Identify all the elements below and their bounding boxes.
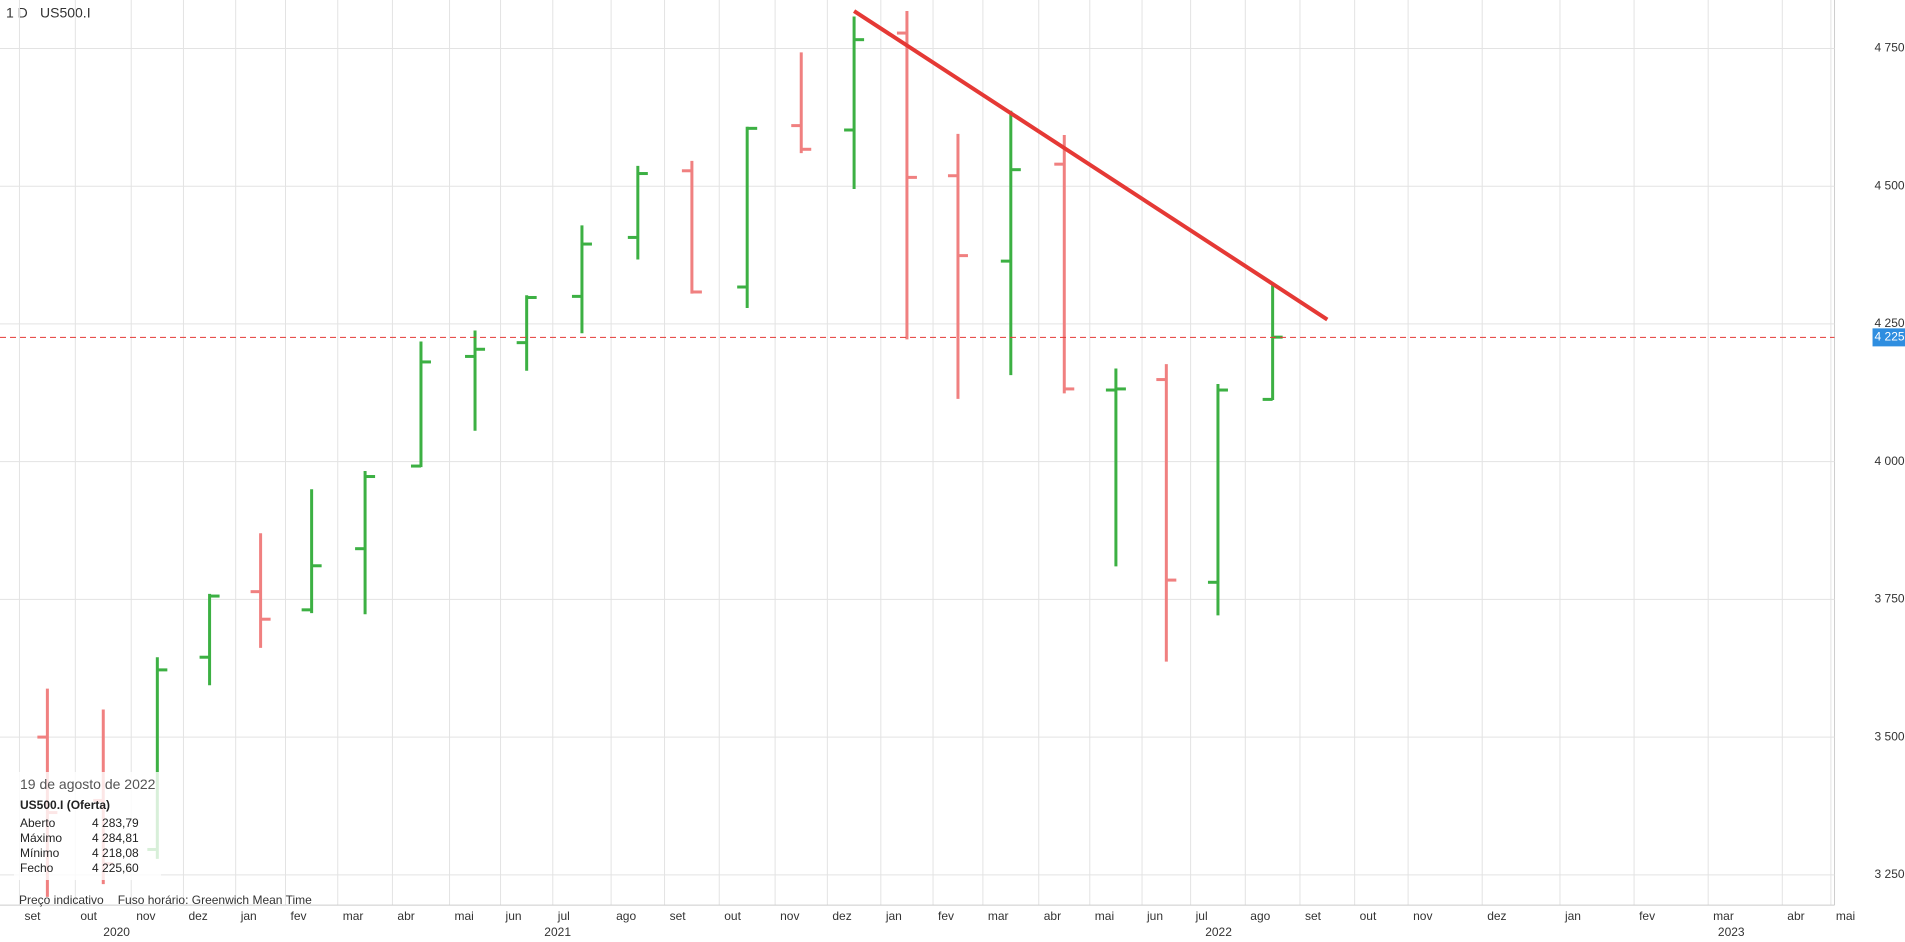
info-value: 4 283,79: [92, 816, 139, 830]
x-tick-label: mar: [988, 909, 1009, 923]
x-tick-label: set: [670, 909, 687, 923]
year-label: 2021: [544, 925, 571, 939]
info-value: 4 284,81: [92, 831, 139, 845]
x-tick-label: out: [724, 909, 741, 923]
x-tick-label: jun: [505, 909, 522, 923]
y-tick-label: 3 250,00: [1875, 867, 1905, 881]
last-price-box: [1872, 328, 1905, 347]
x-tick-label: set: [24, 909, 41, 923]
x-tick-label: mai: [455, 909, 474, 923]
info-label: Fecho: [20, 861, 54, 875]
info-value: 4 218,08: [92, 846, 139, 860]
last-price-label: 4 225,60: [1875, 330, 1905, 344]
x-tick-label: jan: [885, 909, 902, 923]
x-tick-label: jan: [1564, 909, 1581, 923]
x-tick-label: fev: [291, 909, 307, 923]
x-tick-label: abr: [397, 909, 414, 923]
x-tick-label: nov: [1413, 909, 1432, 923]
info-value: 4 225,60: [92, 861, 139, 875]
x-tick-label: jun: [1146, 909, 1163, 923]
x-tick-label: mar: [343, 909, 364, 923]
info-label: Máximo: [20, 831, 63, 845]
x-tick-label: mai: [1836, 909, 1855, 923]
footer-text: Preço indicativo: [19, 893, 104, 907]
x-tick-label: dez: [188, 909, 207, 923]
info-label: Aberto: [20, 816, 56, 830]
x-tick-label: out: [80, 909, 97, 923]
info-instrument: US500.I (Oferta): [20, 798, 111, 812]
x-tick-label: nov: [136, 909, 155, 923]
x-tick-label: set: [1305, 909, 1322, 923]
y-tick-label: 4 000,00: [1875, 454, 1905, 468]
info-row: Aberto 4 283,79: [20, 816, 139, 831]
info-date: 19 de agosto de 2022: [20, 776, 156, 792]
year-label: 2022: [1205, 925, 1232, 939]
x-tick-label: mai: [1095, 909, 1114, 923]
y-tick-label: 4 750,00: [1875, 41, 1905, 55]
info-row: Máximo 4 284,81: [20, 831, 139, 846]
y-tick-label: 4 500,00: [1875, 178, 1905, 192]
info-label: Mínimo: [20, 846, 60, 860]
x-tick-label: fev: [938, 909, 954, 923]
info-table: Aberto 4 283,79 Máximo 4 284,81 Mínimo 4 218,…: [20, 816, 139, 876]
year-label: 2020: [103, 925, 130, 939]
x-tick-label: fev: [1639, 909, 1655, 923]
footer-text: Fuso horário: Greenwich Mean Time: [117, 893, 312, 907]
info-panel: 19 de agosto de 2022 US500.I (Oferta) Ab…: [14, 772, 162, 880]
x-tick-label: out: [1360, 909, 1377, 923]
x-tick-label: mar: [1713, 909, 1734, 923]
x-tick-label: ago: [616, 909, 636, 923]
y-tick-label: 3 500,00: [1875, 729, 1905, 743]
x-tick-label: dez: [1487, 909, 1506, 923]
x-tick-label: nov: [780, 909, 799, 923]
interval: 1 D: [6, 5, 28, 21]
footer: Preço indicativo Fuso horário: Greenwich …: [19, 893, 326, 907]
x-tick-label: jul: [557, 909, 570, 923]
chart-title: US500.I: [40, 5, 91, 21]
x-tick-label: dez: [832, 909, 851, 923]
x-tick-label: ago: [1250, 909, 1270, 923]
x-tick-label: jul: [1195, 909, 1208, 923]
year-label: 2023: [1718, 925, 1745, 939]
y-tick-label: 4 250,00: [1875, 316, 1905, 330]
x-tick-label: jan: [240, 909, 257, 923]
trendline: [852, 9, 1329, 322]
info-row: Mínimo 4 218,08: [20, 846, 139, 861]
x-tick-label: abr: [1044, 909, 1061, 923]
y-tick-label: 3 750,00: [1875, 592, 1905, 606]
x-tick-label: abr: [1787, 909, 1804, 923]
info-row: Fecho 4 225,60: [20, 861, 139, 876]
